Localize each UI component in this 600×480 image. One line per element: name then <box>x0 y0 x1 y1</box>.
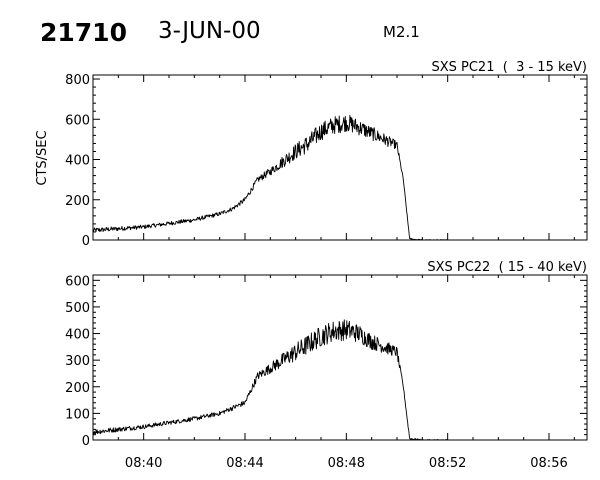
flare-class: M2.1 <box>383 23 420 41</box>
lightcurve-line <box>92 114 448 241</box>
y-tick-label: 0 <box>82 234 90 249</box>
lightcurve-line <box>92 319 448 441</box>
event-date: 3-JUN-00 <box>158 18 261 44</box>
pc21-panel: SXS PC21 ( 3 - 15 keV) CTS/SEC 0 200 400 60… <box>35 60 588 249</box>
panel-title: SXS PC22 ( 15 - 40 keV) <box>427 260 587 275</box>
pc22-panel: SXS PC22 ( 15 - 40 keV) 0 100 200 300 400 500… <box>65 260 588 471</box>
series <box>92 319 448 441</box>
y-tick-label: 200 <box>65 381 90 396</box>
y-axis-label: CTS/SEC <box>35 130 50 185</box>
y-tick-label: 300 <box>65 354 90 369</box>
x-tick-label: 08:52 <box>429 456 466 471</box>
axes: 0 200 400 600 800 <box>65 73 587 249</box>
panel-title: SXS PC21 ( 3 - 15 keV) <box>431 60 587 75</box>
x-tick-label: 08:44 <box>226 456 263 471</box>
plot-frame <box>92 274 588 441</box>
y-tick-label: 800 <box>65 73 90 88</box>
x-tick-label: 08:48 <box>328 456 365 471</box>
event-id: 21710 <box>40 18 127 47</box>
plot-frame <box>92 74 588 241</box>
y-tick-label: 600 <box>65 113 90 128</box>
x-tick-label: 08:40 <box>125 456 162 471</box>
y-tick-label: 500 <box>65 301 90 316</box>
y-tick-label: 400 <box>65 154 90 169</box>
y-tick-label: 100 <box>65 407 90 422</box>
y-tick-label: 400 <box>65 328 90 343</box>
y-tick-label: 600 <box>65 274 90 289</box>
y-tick-label: 0 <box>82 434 90 449</box>
x-tick-label: 08:56 <box>530 456 567 471</box>
axes: 0 100 200 300 400 500 600 08:40 08:44 08:48 08:52 0… <box>65 274 587 471</box>
series <box>92 114 448 241</box>
y-tick-label: 200 <box>65 194 90 209</box>
